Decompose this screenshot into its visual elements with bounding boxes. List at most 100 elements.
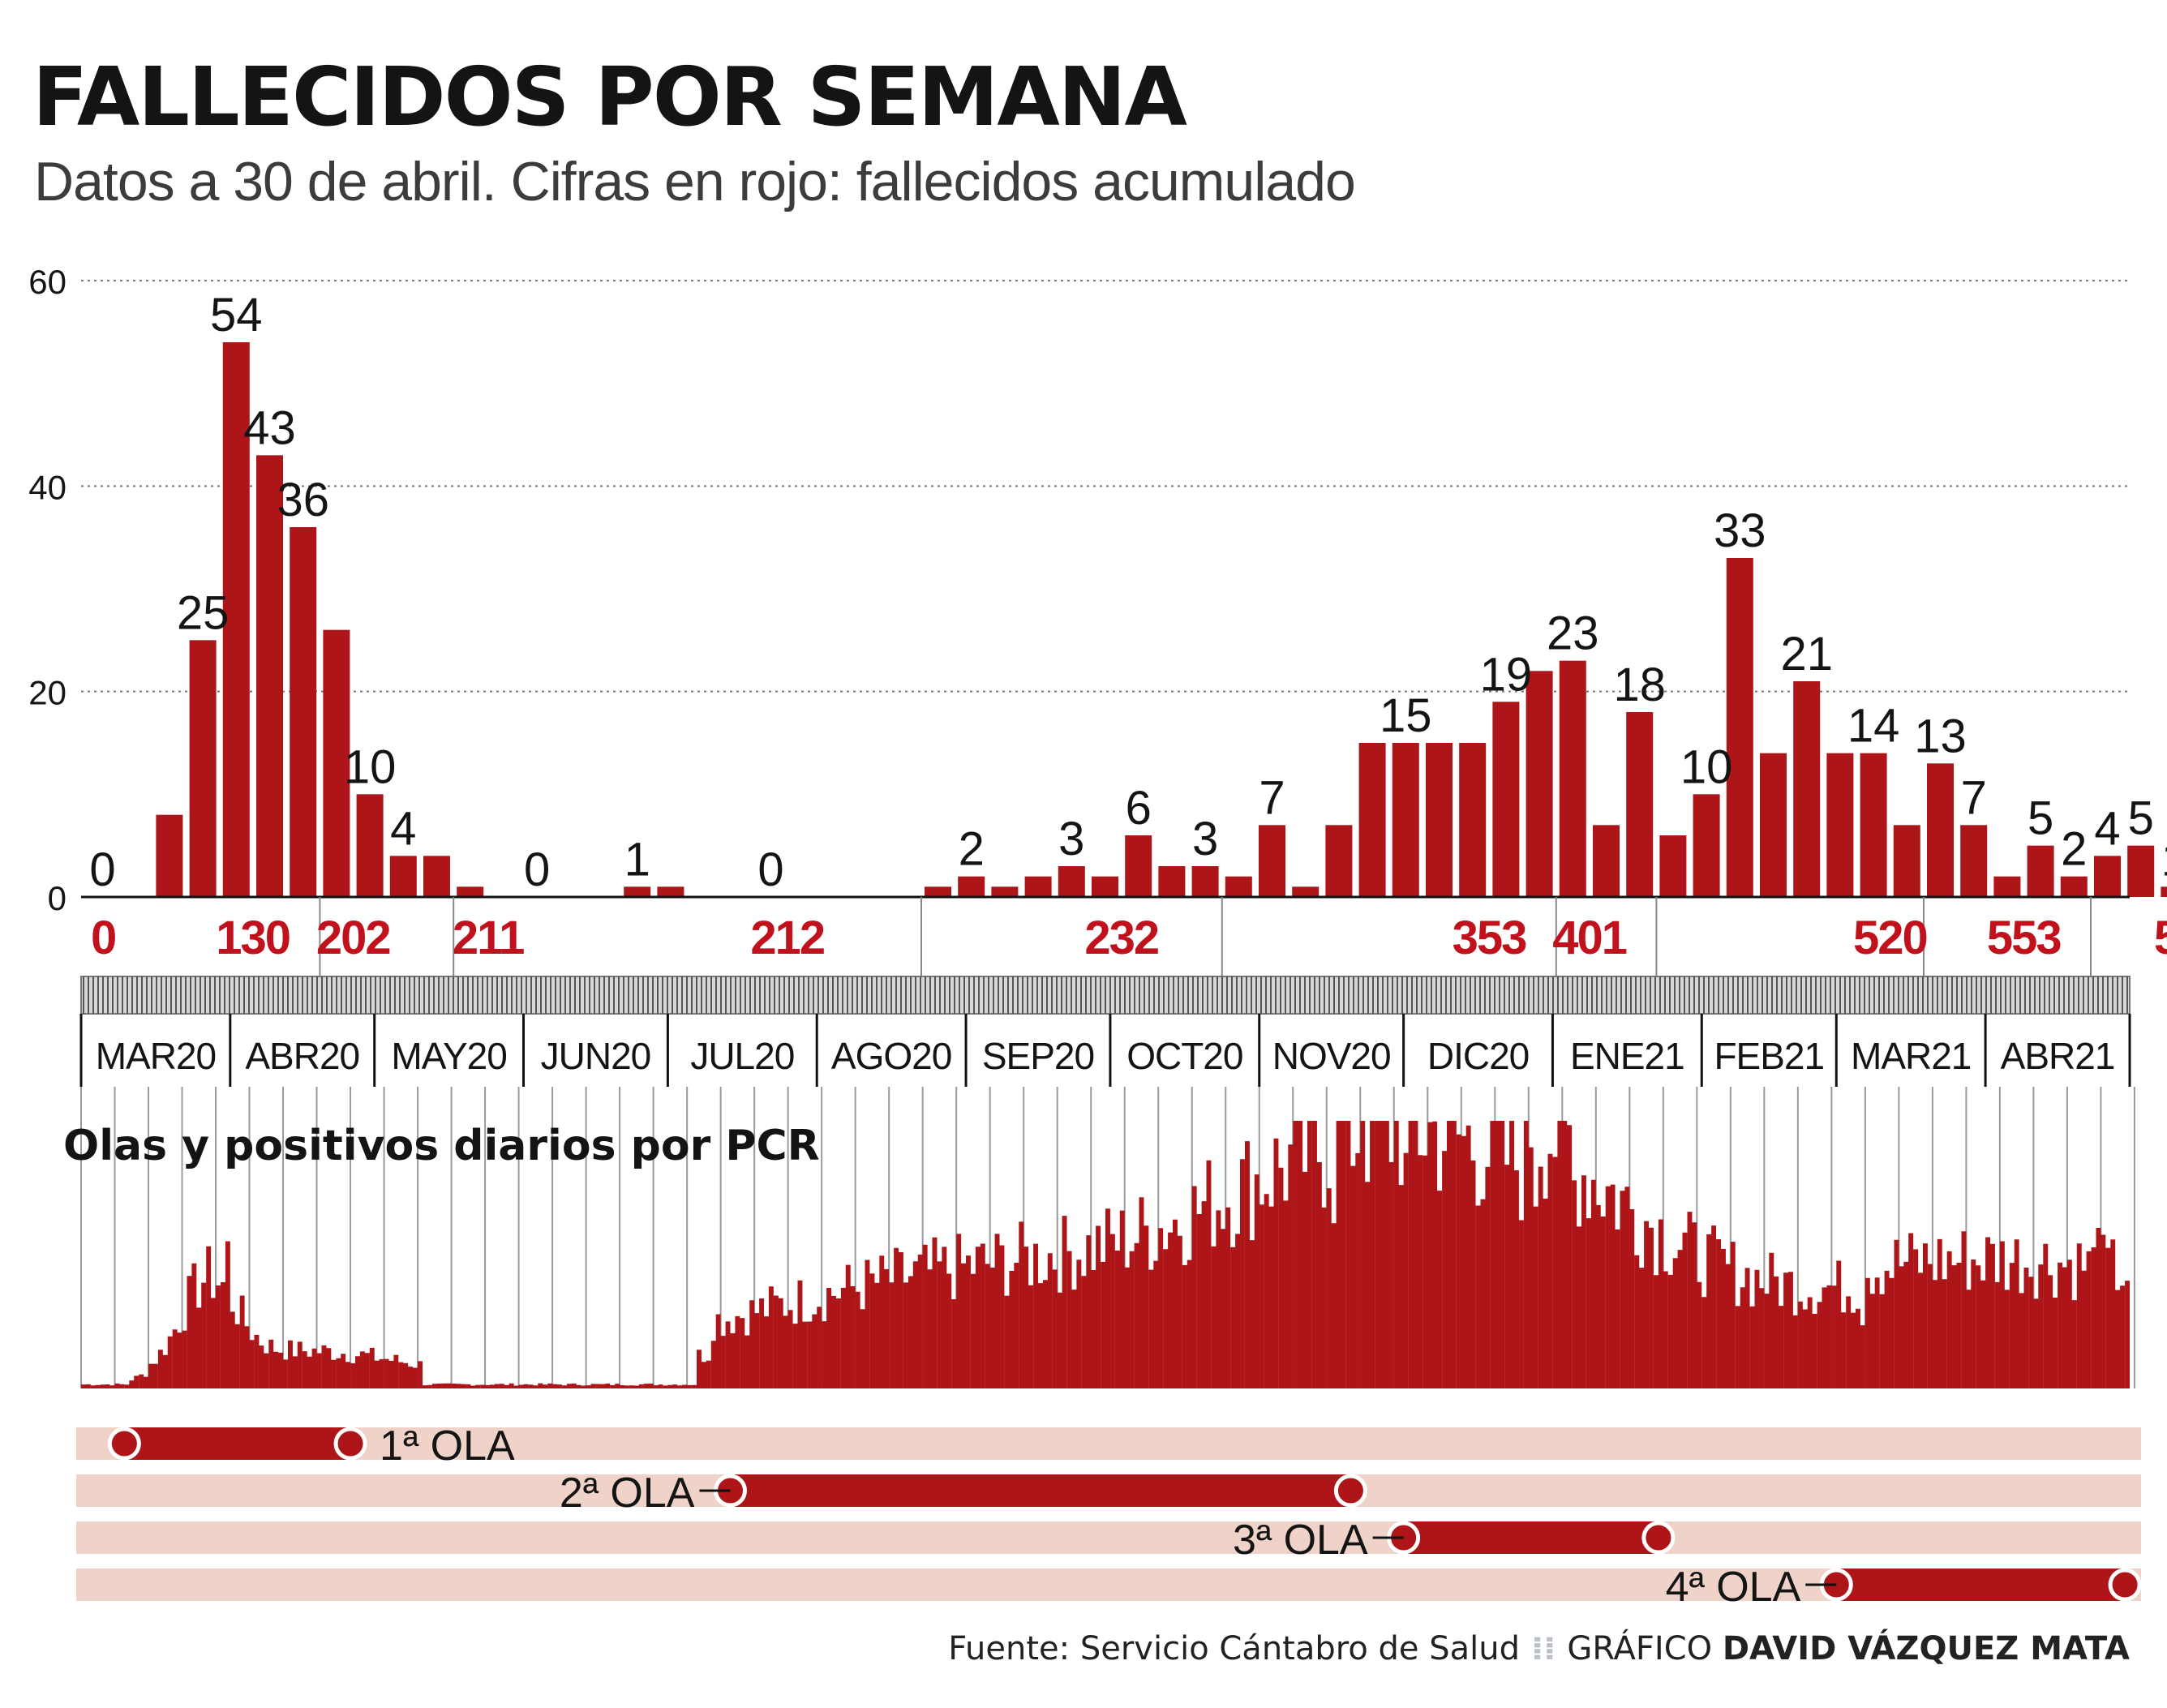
- bar: [323, 629, 350, 897]
- bar: [657, 886, 684, 897]
- value-label: 10: [344, 740, 397, 793]
- bar: [1626, 712, 1654, 897]
- bar: [256, 455, 283, 897]
- y-tick-label: 40: [28, 468, 67, 506]
- wave-end-marker: [1333, 1474, 1367, 1508]
- cumulative-label: 202: [316, 912, 390, 964]
- wave-end-marker: [1641, 1521, 1676, 1555]
- month-label: AGO20: [831, 1035, 951, 1077]
- bar: [389, 856, 417, 897]
- value-label: 0: [89, 843, 115, 896]
- bar: [991, 886, 1019, 897]
- bar: [1392, 743, 1419, 897]
- bar: [1426, 743, 1453, 897]
- wave-band: [76, 1427, 2141, 1460]
- bar: [1292, 886, 1320, 897]
- value-label: 0: [757, 843, 783, 896]
- wave-band: [76, 1569, 2141, 1601]
- bar: [457, 886, 484, 897]
- bar: [624, 886, 651, 897]
- value-label: 54: [210, 289, 263, 341]
- bar: [356, 794, 384, 897]
- page-subtitle: Datos a 30 de abril. Cifras en rojo: fal…: [34, 151, 1356, 212]
- wave-start-marker: [107, 1427, 141, 1461]
- value-label: 7: [1259, 771, 1285, 824]
- cumulative-label: 401: [1552, 912, 1627, 964]
- bar: [1760, 753, 1787, 897]
- month-label: NOV20: [1272, 1035, 1391, 1077]
- wave-span: [1403, 1521, 1659, 1554]
- cumulative-label: 520: [1853, 912, 1927, 964]
- bar: [1693, 794, 1720, 897]
- bar: [1191, 866, 1219, 897]
- cumulative-label: 0: [91, 912, 115, 964]
- bar: [2127, 845, 2155, 897]
- cumulative-label: 232: [1084, 912, 1158, 964]
- bar: [1993, 876, 2021, 897]
- wave-label: 1ª OLA: [380, 1423, 515, 1470]
- bar: [958, 876, 985, 897]
- bar: [2027, 845, 2054, 897]
- y-tick-label: 0: [48, 879, 67, 917]
- wave-label: 2ª OLA: [560, 1470, 695, 1517]
- value-label: 4: [390, 802, 416, 855]
- bar: [1927, 763, 1954, 897]
- bar: [2060, 876, 2088, 897]
- month-label: ABR21: [2001, 1035, 2115, 1077]
- wave-span: [730, 1474, 1351, 1507]
- value-label: 2: [2061, 823, 2087, 876]
- bar: [290, 527, 317, 897]
- cumulative-label: 553: [1987, 912, 2062, 964]
- bar: [2161, 886, 2167, 897]
- bar: [1559, 660, 1586, 897]
- bar: [1024, 876, 1052, 897]
- value-label: 43: [243, 401, 296, 454]
- month-label: MAY20: [391, 1035, 506, 1077]
- bar: [1459, 743, 1487, 897]
- source-text: Fuente: Servicio Cántabro de Salud: [948, 1630, 1520, 1667]
- bar: [423, 856, 450, 897]
- month-label: JUN20: [541, 1035, 651, 1077]
- page-title: FALLECIDOS POR SEMANA: [32, 49, 1187, 144]
- value-label: 33: [1714, 504, 1766, 557]
- bar: [925, 886, 951, 897]
- value-label: 21: [1780, 628, 1833, 680]
- bar: [156, 814, 183, 897]
- bar: [1659, 835, 1687, 897]
- bar: [2094, 856, 2121, 897]
- pcr-daily-bars: [81, 1121, 2131, 1388]
- cumulative-label: 353: [1453, 912, 1527, 964]
- month-label: JUL20: [690, 1035, 794, 1077]
- bar: [1826, 753, 1854, 897]
- wave-span: [124, 1427, 351, 1460]
- value-label: 36: [277, 474, 329, 526]
- month-label: SEP20: [982, 1035, 1094, 1077]
- value-label: 2: [959, 823, 985, 876]
- value-label: 4: [2094, 802, 2120, 855]
- author-name: DAVID VÁZQUEZ MATA: [1722, 1630, 2130, 1667]
- bar: [1893, 825, 1920, 897]
- bar: [1225, 876, 1252, 897]
- footer: Fuente: Servicio Cántabro de Salud ⁞⁞ GRÁF…: [948, 1630, 2130, 1667]
- bar: [189, 640, 217, 897]
- value-label: 10: [1680, 740, 1733, 793]
- month-label: FEB21: [1714, 1035, 1824, 1077]
- value-label: 19: [1480, 648, 1533, 701]
- bar: [1259, 825, 1285, 897]
- wave-end-marker: [2108, 1568, 2142, 1602]
- bar: [1158, 866, 1186, 897]
- value-label: 6: [1126, 782, 1152, 835]
- month-label: MAR20: [96, 1035, 216, 1077]
- separator-dots: ⁞⁞: [1530, 1630, 1556, 1667]
- value-label: 13: [1914, 710, 1967, 762]
- value-label: 3: [1058, 813, 1084, 865]
- value-label: 5: [2028, 792, 2053, 845]
- value-label: 15: [1380, 689, 1432, 742]
- value-label: 3: [1192, 813, 1218, 865]
- cumulative-label: 561: [2154, 912, 2167, 964]
- value-label: 7: [1961, 771, 1987, 824]
- credit-text: GRÁFICO: [1567, 1630, 1713, 1667]
- day-ticks: [83, 976, 2128, 1014]
- y-tick-label: 20: [28, 674, 67, 712]
- cumulative-label: 130: [216, 912, 290, 964]
